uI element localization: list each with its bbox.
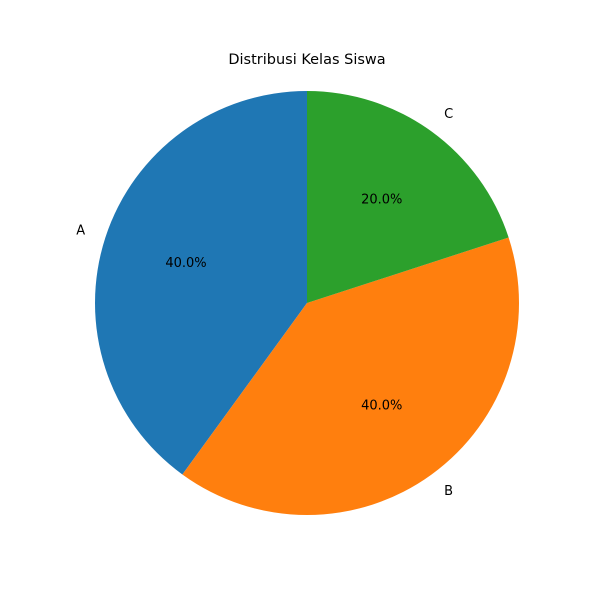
labels-layer: A 40.0% B 40.0% C 20.0%: [76, 107, 453, 499]
category-label-c: C: [444, 107, 453, 122]
chart-title: Distribusi Kelas Siswa: [228, 52, 385, 68]
slices-layer: [95, 91, 520, 515]
pie-slice-b: [182, 237, 520, 515]
pie-slice-c: [307, 91, 509, 303]
percent-label-c: 20.0%: [361, 193, 402, 208]
percent-label-a: 40.0%: [165, 256, 206, 271]
pie-slice-a: [95, 91, 307, 475]
category-label-a: A: [76, 223, 85, 238]
percent-label-b: 40.0%: [361, 398, 402, 413]
category-label-b: B: [444, 484, 453, 499]
